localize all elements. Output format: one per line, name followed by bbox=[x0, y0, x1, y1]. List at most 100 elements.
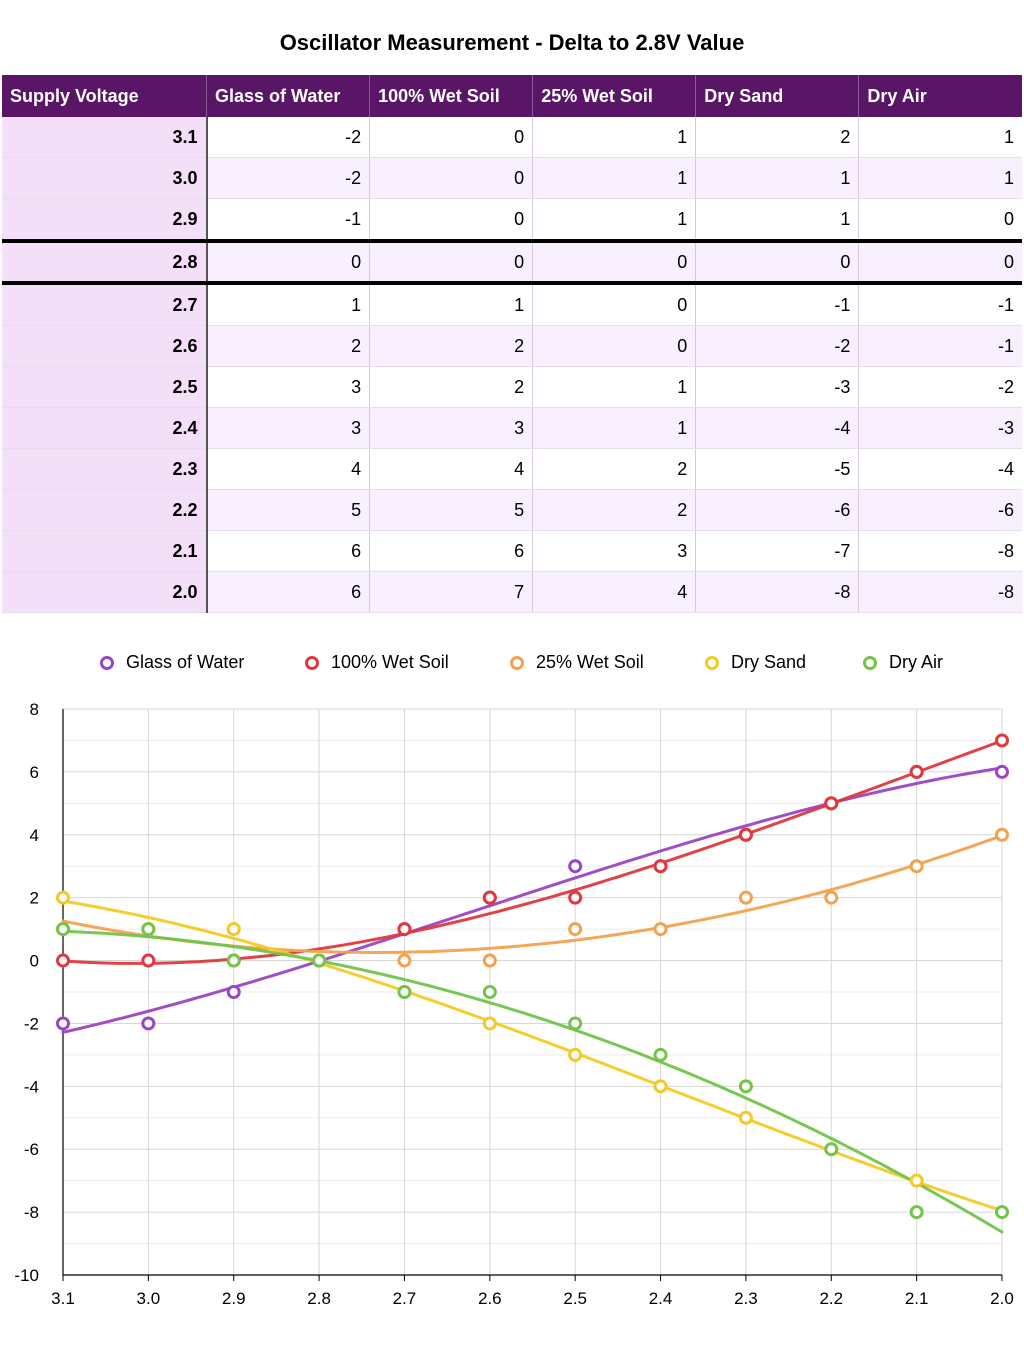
legend-label: Dry Sand bbox=[731, 652, 807, 672]
x-tick-label: 2.2 bbox=[819, 1289, 843, 1308]
table-cell: 1 bbox=[532, 198, 696, 242]
y-tick-label: 6 bbox=[30, 763, 39, 782]
table-cell: 1 bbox=[369, 283, 533, 326]
table-body: 3.1 -2 0 1 2 1 3.0 -2 0 1 1 1 2.9 -1 0 1 1 0 2.8 0 0 0 0 0 2.7 1 1… bbox=[2, 117, 1022, 613]
data-point bbox=[909, 764, 924, 779]
table-cell: -8 bbox=[858, 571, 1022, 613]
header-supply-voltage: Supply Voltage bbox=[2, 75, 207, 117]
voltage-cell: 3.1 bbox=[2, 117, 208, 158]
table-cell: 5 bbox=[205, 489, 370, 531]
table-cell: 1 bbox=[532, 157, 696, 199]
header-dry-air: Dry Air bbox=[858, 75, 1022, 117]
table-cell: 6 bbox=[205, 530, 370, 572]
table-cell: 0 bbox=[858, 198, 1022, 242]
data-point bbox=[56, 953, 70, 968]
trendline bbox=[61, 739, 1004, 965]
table-cell: 0 bbox=[205, 239, 370, 285]
x-tick-label: 2.3 bbox=[734, 1289, 758, 1308]
data-point bbox=[226, 953, 241, 968]
data-point bbox=[56, 890, 70, 905]
table-cell: 4 bbox=[369, 448, 533, 490]
data-point bbox=[141, 953, 156, 968]
data-point bbox=[482, 890, 497, 905]
table-header-row: Supply Voltage Glass of Water 100% Wet S… bbox=[2, 75, 1022, 117]
table-cell: 3 bbox=[205, 366, 370, 408]
legend-item: 100% Wet Soil bbox=[305, 652, 449, 673]
voltage-cell: 3.0 bbox=[2, 157, 208, 199]
voltage-cell: 2.0 bbox=[2, 571, 208, 613]
table-row: 2.2 5 5 2 -6 -6 bbox=[2, 489, 1022, 531]
y-tick-label: -2 bbox=[24, 1014, 39, 1033]
table-row: 2.0 6 7 4 -8 -8 bbox=[2, 571, 1022, 613]
data-point bbox=[141, 1016, 156, 1031]
data-point bbox=[995, 1205, 1009, 1220]
data-point bbox=[312, 953, 327, 968]
table-cell: 5 bbox=[369, 489, 533, 531]
table-cell: 2 bbox=[205, 325, 370, 367]
data-point bbox=[568, 922, 583, 937]
table-cell: -8 bbox=[695, 571, 859, 613]
table-cell: -1 bbox=[695, 283, 859, 326]
table-cell: 2 bbox=[369, 325, 533, 367]
data-point bbox=[568, 1047, 583, 1062]
table-cell: 0 bbox=[369, 117, 533, 158]
data-point bbox=[738, 1110, 753, 1125]
table-row: 2.1 6 6 3 -7 -8 bbox=[2, 530, 1022, 572]
table-cell: -6 bbox=[858, 489, 1022, 531]
data-point bbox=[824, 1142, 839, 1157]
data-point bbox=[909, 859, 924, 874]
data-point bbox=[995, 764, 1009, 779]
data-point bbox=[568, 890, 583, 905]
voltage-cell: 2.6 bbox=[2, 325, 208, 367]
data-point bbox=[226, 985, 241, 999]
header-100-wet-soil: 100% Wet Soil bbox=[369, 75, 533, 117]
data-point bbox=[568, 859, 583, 874]
table-cell: 0 bbox=[369, 198, 533, 242]
voltage-cell: 2.8 bbox=[2, 239, 208, 285]
header-25-wet-soil: 25% Wet Soil bbox=[532, 75, 696, 117]
data-point bbox=[995, 733, 1009, 748]
data-point bbox=[397, 922, 412, 937]
trendline bbox=[61, 834, 1004, 954]
y-tick-label: 4 bbox=[30, 826, 39, 845]
y-tick-label: 0 bbox=[30, 952, 39, 971]
voltage-cell: 2.7 bbox=[2, 283, 208, 326]
table-cell: 2 bbox=[695, 117, 859, 158]
table-cell: 0 bbox=[532, 283, 696, 326]
table-cell: -4 bbox=[858, 448, 1022, 490]
table-cell: 0 bbox=[532, 325, 696, 367]
header-glass-of-water: Glass of Water bbox=[205, 75, 370, 117]
x-tick-label: 2.0 bbox=[990, 1289, 1014, 1308]
legend-label: Dry Air bbox=[889, 652, 943, 672]
table-row: 2.7 1 1 0 -1 -1 bbox=[2, 283, 1022, 326]
table-cell: -2 bbox=[205, 157, 370, 199]
x-tick-label: 2.8 bbox=[307, 1289, 331, 1308]
legend-marker-icon bbox=[510, 655, 524, 670]
table-cell: -4 bbox=[695, 407, 859, 449]
table-cell: 1 bbox=[858, 117, 1022, 158]
legend-label: 100% Wet Soil bbox=[331, 652, 449, 672]
voltage-cell: 2.5 bbox=[2, 366, 208, 408]
trendline bbox=[61, 766, 1004, 1034]
legend-marker-icon bbox=[100, 655, 114, 670]
data-point bbox=[56, 922, 70, 937]
table-cell: -5 bbox=[695, 448, 859, 490]
voltage-cell: 2.4 bbox=[2, 407, 208, 449]
legend-label: Glass of Water bbox=[126, 652, 245, 672]
x-tick-label: 2.1 bbox=[905, 1289, 929, 1308]
x-tick-label: 2.9 bbox=[222, 1289, 246, 1308]
data-point bbox=[653, 1079, 668, 1094]
data-point bbox=[653, 859, 668, 874]
table-row: 2.4 3 3 1 -4 -3 bbox=[2, 407, 1022, 449]
legend-item: 25% Wet Soil bbox=[510, 652, 644, 673]
data-point bbox=[738, 827, 753, 842]
table-cell: 4 bbox=[205, 448, 370, 490]
y-tick-label: -10 bbox=[14, 1266, 39, 1285]
table-cell: 1 bbox=[695, 198, 859, 242]
trendline bbox=[61, 929, 1004, 1234]
header-dry-sand: Dry Sand bbox=[695, 75, 859, 117]
table-cell: 3 bbox=[205, 407, 370, 449]
y-tick-label: 8 bbox=[30, 700, 39, 719]
data-point bbox=[397, 953, 412, 968]
legend-item: Dry Sand bbox=[705, 652, 806, 673]
